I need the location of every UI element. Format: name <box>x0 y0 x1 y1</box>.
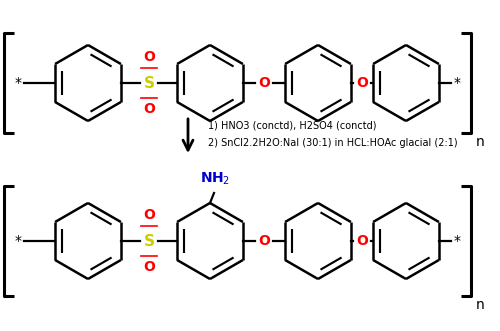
Text: NH$_2$: NH$_2$ <box>200 171 230 187</box>
Text: 2) SnCl2.2H2O:NaI (30:1) in HCL:HOAc glacial (2:1): 2) SnCl2.2H2O:NaI (30:1) in HCL:HOAc gla… <box>208 138 458 148</box>
Text: *: * <box>14 76 21 90</box>
Text: 1) HNO3 (conctd), H2SO4 (conctd): 1) HNO3 (conctd), H2SO4 (conctd) <box>208 121 376 131</box>
Text: n: n <box>476 298 484 312</box>
Text: *: * <box>454 76 460 90</box>
Text: O: O <box>356 234 368 248</box>
Text: *: * <box>14 234 21 248</box>
Text: O: O <box>143 260 155 274</box>
Text: O: O <box>143 50 155 64</box>
Text: n: n <box>476 135 484 149</box>
Text: S: S <box>144 75 154 90</box>
Text: O: O <box>143 102 155 116</box>
Text: S: S <box>144 233 154 249</box>
Text: O: O <box>258 234 270 248</box>
Text: O: O <box>143 208 155 222</box>
Text: O: O <box>356 76 368 90</box>
Text: O: O <box>258 76 270 90</box>
Text: *: * <box>454 234 460 248</box>
